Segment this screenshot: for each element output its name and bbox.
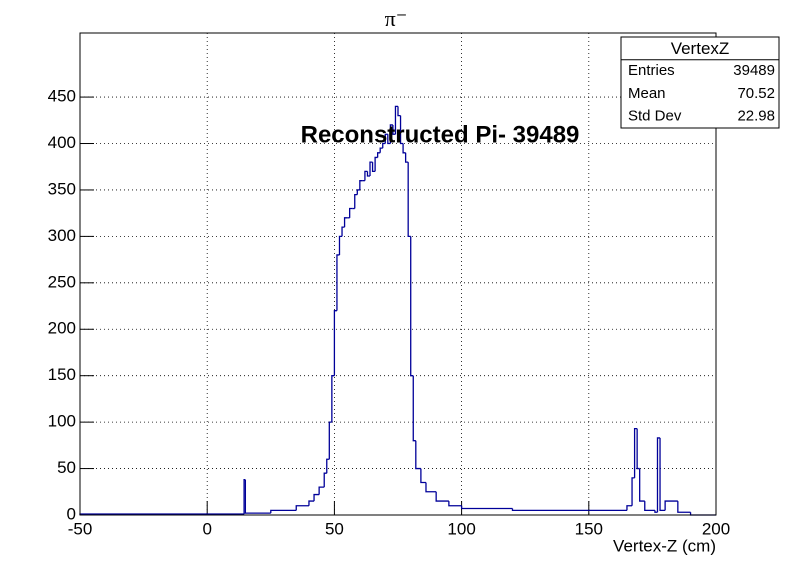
histogram-bin: [313, 493, 320, 502]
histogram-bin: [435, 491, 449, 502]
y-tick-label: 300: [48, 226, 76, 245]
x-tick-label: 150: [575, 519, 603, 538]
histogram-bin: [384, 133, 388, 144]
stats-label: Mean: [628, 85, 666, 102]
histogram-bin: [382, 142, 386, 149]
y-tick-label: 400: [48, 133, 76, 152]
plot-frame: [79, 32, 717, 516]
x-axis-label: Vertex-Z (cm): [613, 536, 716, 555]
histogram-bin: [656, 437, 661, 513]
histogram-bin: [511, 508, 589, 512]
histogram-bin: [356, 189, 360, 195]
histogram-bin: [644, 501, 655, 512]
histogram-bin: [295, 505, 309, 511]
histogram-bin: [354, 193, 358, 209]
histogram-bin: [639, 468, 645, 502]
histogram-bin: [366, 171, 371, 177]
histogram-bin: [415, 440, 421, 470]
x-tick-label: -50: [68, 519, 93, 538]
histogram-bin: [328, 421, 332, 460]
histogram-bin: [387, 134, 391, 145]
stats-box: [620, 36, 780, 129]
histogram-bin: [631, 477, 635, 506]
histogram-bin: [374, 156, 378, 172]
histogram-bin: [379, 147, 383, 153]
histogram-bin: [460, 505, 513, 510]
chart-title: π⁻: [385, 6, 408, 31]
histogram-bin: [323, 472, 327, 488]
x-tick-label: 100: [447, 519, 475, 538]
histogram-bin: [664, 500, 678, 511]
histogram-bin: [369, 161, 373, 177]
histogram-bin: [659, 437, 666, 512]
y-tick-label: 150: [48, 365, 76, 384]
histogram-bin: [270, 509, 297, 514]
histogram-bin: [308, 500, 315, 506]
stats-label: Std Dev: [628, 108, 682, 125]
histogram-bin: [376, 152, 381, 158]
histogram-bin: [402, 143, 406, 154]
y-tick-label: 100: [48, 412, 76, 431]
histogram-bin: [636, 428, 640, 470]
histogram-bin: [399, 115, 404, 145]
x-tick-label: 0: [202, 519, 211, 538]
histogram-bin: [318, 486, 325, 495]
x-tick-label: 50: [325, 519, 344, 538]
histogram-bin: [371, 162, 376, 173]
histogram-bin: [677, 501, 691, 513]
histogram-bin: [404, 152, 409, 163]
y-tick-label: 50: [57, 458, 76, 477]
histogram-bin: [359, 180, 363, 190]
y-tick-label: 450: [48, 87, 76, 106]
histogram-bin: [392, 124, 396, 135]
histogram-bin: [341, 226, 345, 237]
histogram-bin: [394, 105, 398, 135]
y-tick-label: 250: [48, 272, 76, 291]
histogram-bin: [364, 170, 368, 181]
histogram-bin: [389, 124, 393, 144]
annotation: Reconstructed Pi- 39489: [301, 121, 580, 148]
histogram-bin: [331, 375, 335, 423]
histogram-bin: [326, 458, 330, 474]
histogram-bin: [244, 479, 271, 514]
histogram-bin: [410, 236, 414, 377]
histogram-bin: [333, 310, 337, 376]
histogram-bin: [626, 505, 633, 511]
stats-label: Entries: [628, 62, 675, 79]
histogram-bin: [243, 479, 246, 515]
histogram-bin: [420, 468, 426, 484]
y-tick-label: 350: [48, 179, 76, 198]
histogram-bin: [407, 162, 411, 238]
histogram-bin: [654, 510, 658, 513]
histogram-bin: [425, 482, 437, 493]
histogram-bin: [448, 501, 462, 507]
histogram-bin: [343, 217, 348, 228]
histogram-bin: [336, 254, 340, 311]
stats-title: VertexZ: [671, 39, 730, 58]
stats-value: 39489: [733, 62, 775, 79]
histogram-bin: [338, 235, 343, 255]
y-tick-label: 0: [67, 504, 76, 523]
histogram-bin: [349, 207, 353, 218]
histogram-bin: [633, 427, 638, 478]
stats-value: 70.52: [737, 85, 775, 102]
histogram-bin: [412, 375, 416, 442]
stats-value: 22.98: [737, 108, 775, 125]
histogram-bin: [397, 106, 401, 117]
y-tick-label: 200: [48, 319, 76, 338]
x-tick-label: 200: [702, 519, 730, 538]
